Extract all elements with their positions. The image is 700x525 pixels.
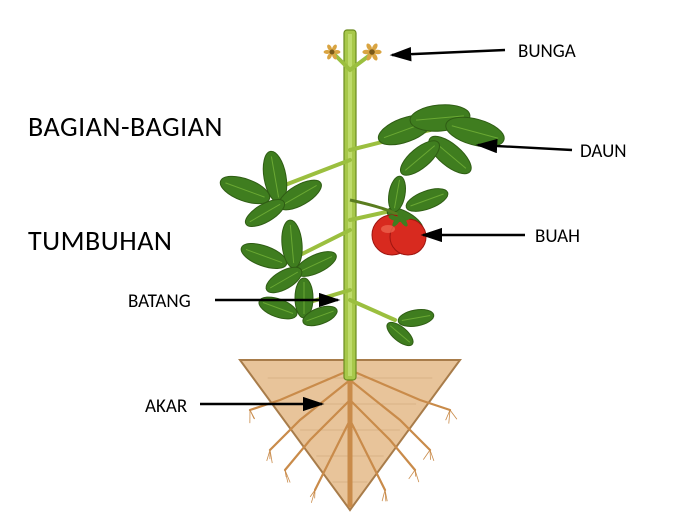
label-daun: DAUN: [580, 140, 627, 163]
stem: [344, 30, 356, 380]
label-akar: AKAR: [145, 395, 187, 418]
label-buah: BUAH: [535, 225, 580, 248]
label-bunga: BUNGA: [518, 40, 576, 63]
leaves: [217, 102, 508, 349]
plant-diagram: [0, 0, 700, 525]
label-batang: BATANG: [128, 290, 191, 313]
